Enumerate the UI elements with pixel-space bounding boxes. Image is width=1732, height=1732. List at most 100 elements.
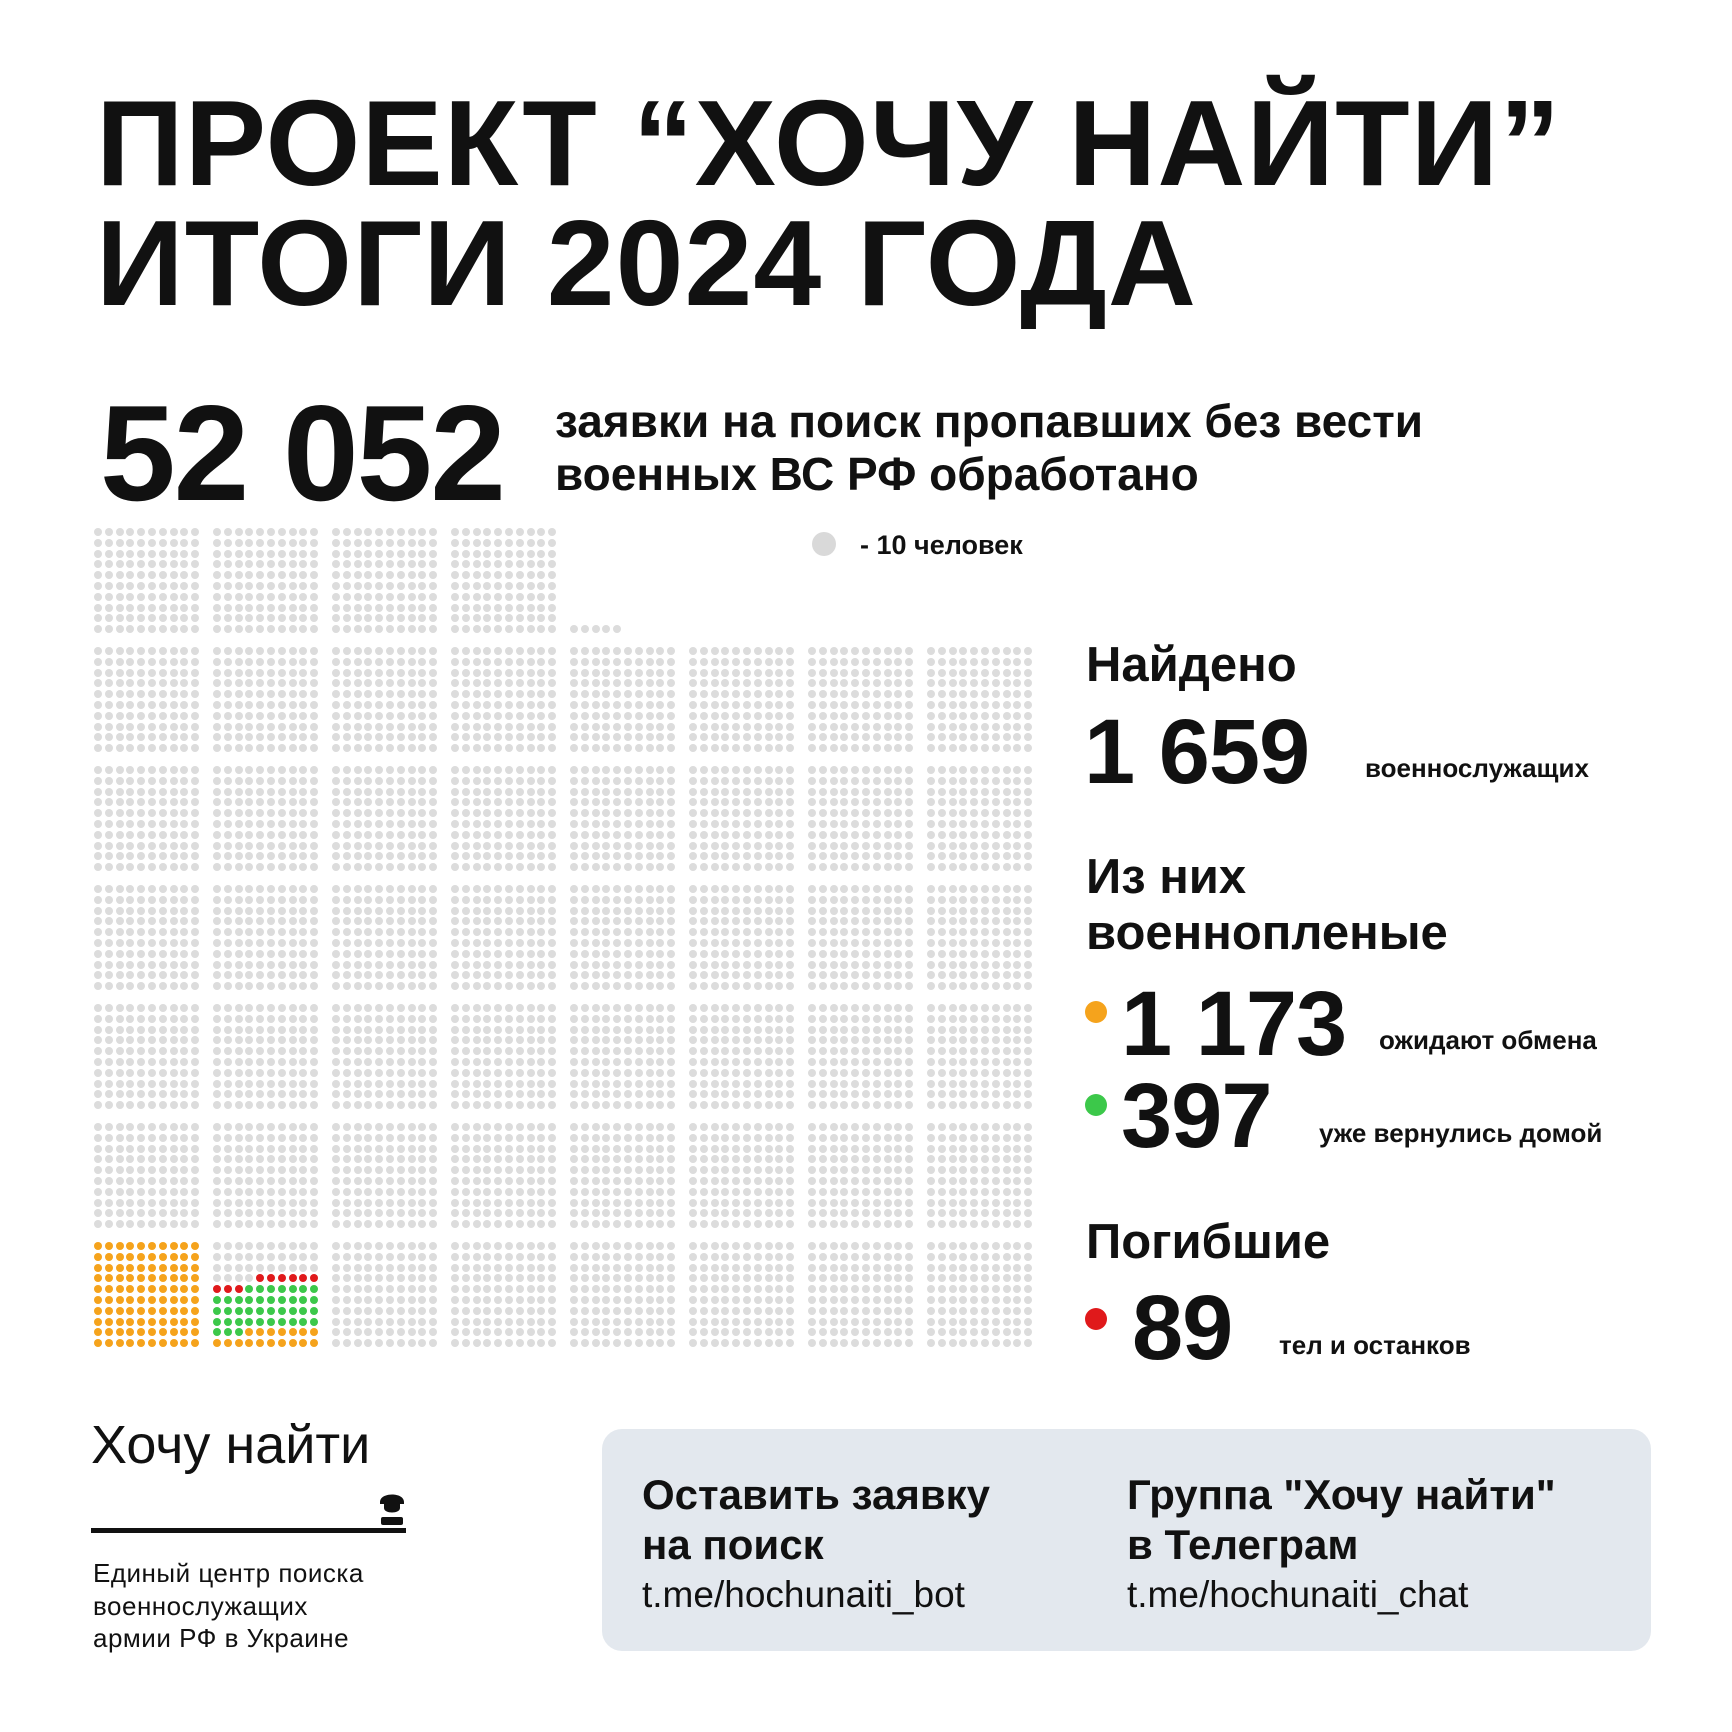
waffle-dot (764, 1317, 773, 1326)
waffle-dot (332, 690, 340, 699)
waffle-dot (721, 820, 730, 828)
waffle-dot (526, 949, 535, 958)
waffle-dot (970, 917, 979, 926)
waffle-dot (1013, 852, 1022, 861)
waffle-dot (645, 1014, 654, 1023)
waffle-dot (602, 1317, 611, 1326)
waffle-dot (429, 1058, 438, 1066)
waffle-dot (548, 1101, 557, 1110)
waffle-dot (808, 1144, 816, 1153)
waffle-dot (332, 668, 340, 677)
waffle-dot (472, 722, 481, 731)
waffle-dot (624, 701, 632, 709)
waffle-dot (786, 863, 795, 872)
waffle-dot (137, 1133, 146, 1142)
waffle-dot (115, 1144, 124, 1153)
waffle-dot (483, 690, 492, 699)
waffle-dot (645, 1068, 654, 1077)
waffle-dot (732, 1036, 741, 1045)
waffle-dot (429, 917, 438, 926)
waffle-dot (905, 885, 914, 893)
waffle-dot (180, 1274, 189, 1283)
waffle-dot (386, 1274, 394, 1283)
waffle-dot (299, 1317, 308, 1326)
waffle-dot (137, 549, 146, 558)
waffle-dot (872, 1166, 881, 1175)
waffle-dot (721, 711, 730, 720)
waffle-dot (959, 668, 968, 677)
waffle-dot (180, 1198, 189, 1207)
waffle-dot (894, 960, 903, 969)
waffle-dot (959, 744, 968, 753)
waffle-dot (570, 776, 578, 785)
waffle-dot (104, 1090, 113, 1099)
waffle-dot (299, 1220, 308, 1229)
waffle-dot (494, 1339, 503, 1348)
waffle-dot (959, 798, 968, 807)
waffle-dot (526, 1123, 535, 1131)
waffle-dot (267, 582, 275, 590)
waffle-dot (710, 722, 719, 731)
waffle-dot (580, 960, 589, 969)
waffle-dot (613, 657, 622, 666)
waffle-dot (634, 722, 643, 731)
waffle-dot (991, 1144, 1000, 1153)
waffle-dot (299, 1079, 308, 1088)
waffle-dot (786, 917, 795, 926)
waffle-dot (1002, 657, 1011, 666)
waffle-dot (667, 776, 676, 785)
waffle-dot (375, 744, 384, 753)
waffle-dot (515, 917, 524, 926)
waffle-dot (851, 679, 860, 688)
waffle-dot (645, 1166, 654, 1175)
waffle-dot (959, 1220, 968, 1229)
waffle-dot (180, 657, 189, 666)
waffle-dot (213, 1155, 221, 1164)
waffle-dot (407, 582, 416, 590)
waffle-dot (775, 1306, 784, 1315)
waffle-dot (342, 1209, 351, 1218)
waffle-dot (126, 1133, 135, 1142)
waffle-dot (223, 571, 232, 580)
waffle-dot (386, 528, 394, 536)
waffle-dot (137, 1177, 146, 1185)
waffle-dot (158, 1014, 167, 1023)
waffle-dot (386, 787, 394, 796)
waffle-dot (472, 830, 481, 839)
waffle-dot (526, 917, 535, 926)
waffle-dot (645, 690, 654, 699)
waffle-dot (364, 939, 373, 947)
waffle-dot (267, 647, 275, 655)
waffle-dot (277, 1306, 286, 1315)
waffle-dot (137, 1101, 146, 1110)
waffle-dot (137, 603, 146, 612)
waffle-dot (710, 960, 719, 969)
waffle-dot (396, 722, 405, 731)
waffle-dot (883, 949, 892, 958)
waffle-dot (580, 668, 589, 677)
waffle-dot (407, 1242, 416, 1250)
waffle-dot (851, 1177, 860, 1185)
waffle-dot (267, 1209, 275, 1218)
waffle-dot (1024, 1133, 1033, 1142)
waffle-dot (234, 647, 243, 655)
waffle-dot (645, 1079, 654, 1088)
waffle-dot (580, 798, 589, 807)
waffle-dot (743, 1058, 751, 1066)
waffle-dot (418, 668, 427, 677)
waffle-dot (883, 830, 892, 839)
waffle-dot (461, 971, 470, 980)
waffle-dot (1024, 906, 1033, 915)
waffle-dot (277, 982, 286, 991)
waffle-dot (353, 1339, 362, 1348)
waffle-dot (451, 625, 459, 634)
waffle-dot (937, 1090, 946, 1099)
waffle-dot (927, 1058, 935, 1066)
waffle-dot (461, 733, 470, 742)
waffle-dot (461, 690, 470, 699)
waffle-dot (970, 809, 979, 818)
waffle-dot (851, 809, 860, 818)
waffle-dot (548, 1123, 557, 1131)
waffle-dot (375, 549, 384, 558)
waffle-dot (624, 744, 632, 753)
